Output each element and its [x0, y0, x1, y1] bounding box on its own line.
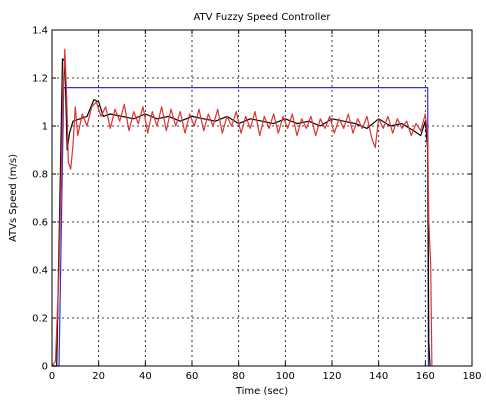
y-tick-label: 0.2 — [32, 314, 48, 325]
plot-area — [52, 30, 472, 366]
y-tick-label: 1.4 — [32, 26, 48, 37]
plot-frame — [51, 29, 473, 367]
y-tick-label: 0.6 — [32, 218, 48, 229]
y-axis-label: ATVs Speed (m/s) — [8, 154, 19, 242]
series-line-1 — [52, 58, 431, 367]
y-tick-label: 1.2 — [32, 74, 48, 85]
y-tick-label: 0 — [42, 362, 48, 373]
series-line-2 — [51, 48, 433, 367]
x-tick-label: 160 — [416, 371, 435, 382]
x-tick-label: 80 — [232, 371, 245, 382]
x-axis-label: Time (sec) — [235, 386, 288, 397]
x-tick-label: 20 — [92, 371, 105, 382]
y-tick-label: 0.8 — [32, 170, 48, 181]
x-tick-label: 100 — [276, 371, 295, 382]
x-ticks: 0 20 40 60 80 100 120 140 160 180 — [49, 30, 482, 382]
y-ticks: 0 0.2 0.4 0.6 0.8 1 1.2 1.4 — [32, 26, 472, 373]
x-tick-label: 0 — [49, 371, 55, 382]
x-tick-label: 120 — [322, 371, 341, 382]
x-tick-label: 180 — [462, 371, 481, 382]
chart-title: ATV Fuzzy Speed Controller — [193, 12, 331, 23]
y-tick-label: 0.4 — [32, 266, 48, 277]
x-tick-label: 60 — [186, 371, 199, 382]
y-tick-label: 1 — [42, 122, 48, 133]
x-tick-label: 40 — [139, 371, 152, 382]
x-tick-label: 140 — [369, 371, 388, 382]
